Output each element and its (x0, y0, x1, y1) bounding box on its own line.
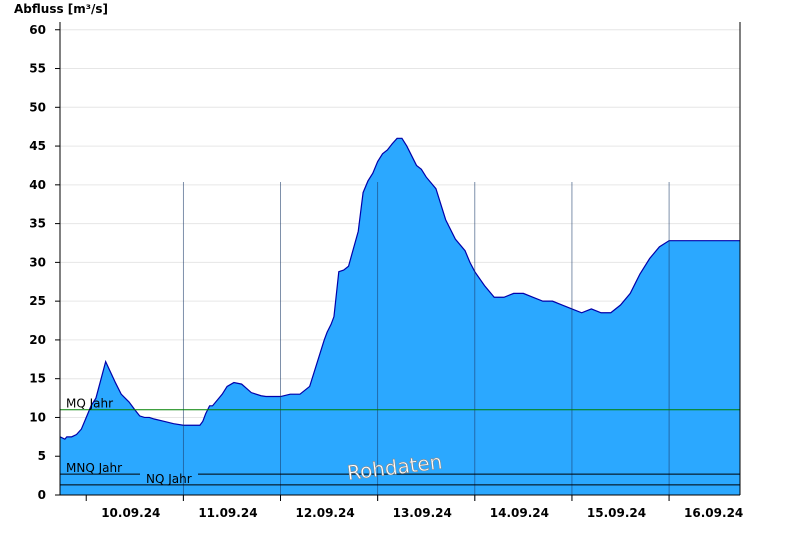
discharge-area-fill (60, 138, 740, 496)
x-tick-label-3: 13.09.24 (393, 506, 452, 520)
y-tick-label-11: 55 (29, 62, 46, 76)
y-tick-label-5: 25 (29, 294, 46, 308)
y-tick-label-3: 15 (29, 372, 46, 386)
y-tick-label-4: 20 (29, 333, 46, 347)
ref-label-0: MQ Jahr (66, 397, 113, 411)
y-tick-label-2: 10 (29, 410, 46, 424)
axes (59, 22, 741, 496)
y-tick-label-8: 40 (29, 178, 46, 192)
reference-lines: MQ Jahr MNQ Jahr NQ Jahr (60, 397, 740, 486)
x-tick-label-5: 15.09.24 (587, 506, 646, 520)
y-tick-label-9: 45 (29, 139, 46, 153)
ref-label-2: NQ Jahr (146, 472, 192, 486)
x-tick-labels: 10.09.24 11.09.24 12.09.24 13.09.24 14.09.24… (85, 495, 743, 520)
y-tick-label-1: 5 (38, 449, 46, 463)
y-tick-label-10: 50 (29, 100, 46, 114)
discharge-series-line (59, 137, 740, 440)
x-tick-label-2: 12.09.24 (295, 506, 354, 520)
y-tick-label-0: 0 (38, 488, 46, 502)
x-tick-label-4: 14.09.24 (490, 506, 549, 520)
y-tick-label-7: 35 (29, 217, 46, 231)
x-tick-label-1: 11.09.24 (198, 506, 257, 520)
y-axis-label: Abfluss [m³/s] (14, 2, 108, 16)
day-separator-lines (182, 182, 670, 501)
y-tick-label-12: 60 (29, 23, 46, 37)
ref-label-1: MNQ Jahr (66, 461, 122, 475)
x-tick-label-6: 16.09.24 (684, 506, 743, 520)
discharge-area (59, 137, 740, 496)
x-tick-label-0: 10.09.24 (101, 506, 160, 520)
y-tick-label-6: 30 (29, 255, 46, 269)
y-tick-labels: 0 5 10 15 20 25 30 35 40 45 50 55 60 (29, 23, 60, 502)
